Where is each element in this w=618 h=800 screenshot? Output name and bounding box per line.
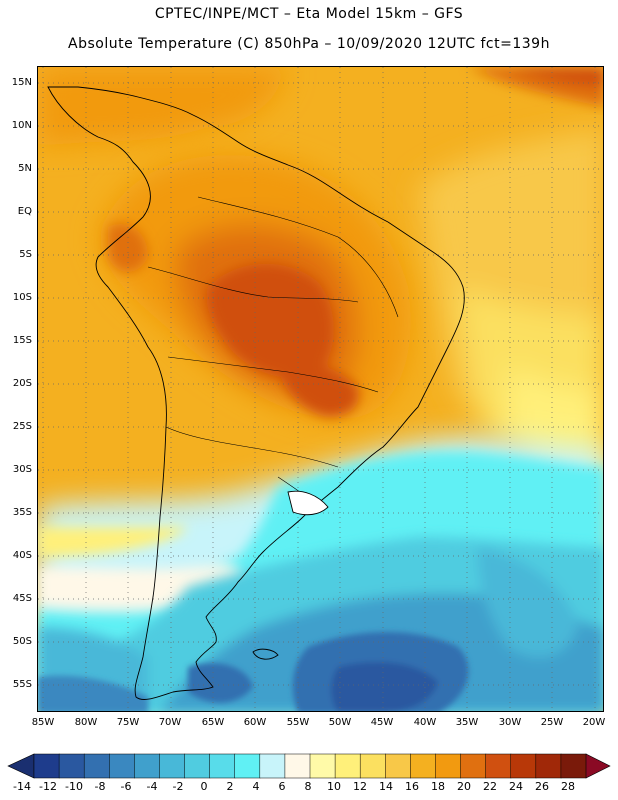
- temperature-map: [37, 66, 604, 712]
- colorbar-swatch: [83, 753, 110, 779]
- lat-label: 55S: [12, 679, 32, 690]
- map-subtitle: Absolute Temperature (C) 850hPa – 10/09/…: [68, 36, 550, 52]
- colorbar-label: 28: [561, 780, 575, 793]
- colorbar-swatch: [259, 753, 286, 779]
- lat-label: 15N: [11, 77, 32, 88]
- lat-label: 30S: [12, 464, 32, 475]
- lon-label: 70W: [158, 717, 182, 728]
- colorbar-swatch: [58, 753, 85, 779]
- colorbar-swatch: [109, 753, 135, 779]
- colorbar-right-arrow: [585, 753, 611, 779]
- colorbar-swatch: [309, 753, 336, 779]
- colorbar-label: -4: [146, 780, 158, 793]
- colorbar-swatch: [510, 753, 537, 779]
- colorbar-label: 14: [379, 780, 393, 793]
- colorbar-swatch: [385, 753, 411, 779]
- colorbar-swatch: [560, 753, 587, 779]
- colorbar-swatch: [134, 753, 160, 779]
- lon-label: 55W: [286, 717, 310, 728]
- lon-label: 40W: [413, 717, 437, 728]
- lat-label: 10N: [11, 120, 32, 131]
- lon-label: 80W: [74, 717, 98, 728]
- colorbar-swatch: [284, 753, 311, 779]
- lat-label: 10S: [12, 292, 32, 303]
- colorbar-label: 12: [353, 780, 367, 793]
- map-svg: [38, 67, 603, 711]
- lat-label: 5S: [19, 249, 32, 260]
- colorbar-swatch: [460, 753, 487, 779]
- lat-label: 45S: [12, 593, 32, 604]
- lon-label: 30W: [498, 717, 522, 728]
- colorbar-swatch: [184, 753, 211, 779]
- colorbar-swatch: [535, 753, 562, 779]
- colorbar-label: -10: [65, 780, 83, 793]
- lat-label: 15S: [12, 335, 32, 346]
- colorbar-label: 18: [431, 780, 445, 793]
- lon-label: 85W: [31, 717, 55, 728]
- lat-label: 20S: [12, 378, 32, 389]
- colorbar-label: -6: [120, 780, 132, 793]
- lon-label: 60W: [243, 717, 267, 728]
- colorbar-label: -8: [94, 780, 106, 793]
- colorbar-swatch: [33, 753, 60, 779]
- lon-label: 75W: [116, 717, 140, 728]
- colorbar-swatch: [359, 753, 386, 779]
- lat-label: 40S: [12, 550, 32, 561]
- colorbar-label: 2: [226, 780, 234, 793]
- colorbar-left-arrow: [7, 753, 35, 779]
- lat-label: EQ: [17, 206, 32, 217]
- colorbar-label: -12: [39, 780, 57, 793]
- colorbar-label: 6: [278, 780, 286, 793]
- lon-label: 65W: [201, 717, 225, 728]
- colorbar-swatch: [435, 753, 462, 779]
- coastline: [47, 86, 465, 700]
- lon-label: 25W: [540, 717, 564, 728]
- lat-label: 5N: [18, 163, 32, 174]
- lon-label: 50W: [328, 717, 352, 728]
- colorbar-label: 24: [509, 780, 523, 793]
- colorbar-label: 0: [200, 780, 208, 793]
- colorbar-label: 8: [304, 780, 312, 793]
- colorbar-label: -2: [172, 780, 184, 793]
- colorbar-boxes: [33, 753, 587, 779]
- lat-label: 35S: [12, 507, 32, 518]
- colorbar-label: 26: [535, 780, 549, 793]
- colorbar-swatch: [209, 753, 236, 779]
- colorbar-label: -14: [13, 780, 31, 793]
- colorbar-label: 22: [483, 780, 497, 793]
- colorbar-label: 16: [405, 780, 419, 793]
- lat-label: 50S: [12, 636, 32, 647]
- lat-label: 25S: [12, 421, 32, 432]
- colorbar-swatch: [234, 753, 261, 779]
- colorbar-label: 10: [327, 780, 341, 793]
- colorbar-swatch: [159, 753, 186, 779]
- lon-label: 20W: [582, 717, 606, 728]
- colorbar-label: 20: [457, 780, 471, 793]
- colorbar-swatch: [410, 753, 436, 779]
- lon-label: 35W: [455, 717, 479, 728]
- colorbar-label: 4: [252, 780, 260, 793]
- map-title: CPTEC/INPE/MCT – Eta Model 15km – GFS: [154, 6, 464, 22]
- colorbar-swatch: [485, 753, 512, 779]
- colorbar: [7, 753, 611, 779]
- lon-label: 45W: [370, 717, 394, 728]
- colorbar-swatch: [334, 753, 361, 779]
